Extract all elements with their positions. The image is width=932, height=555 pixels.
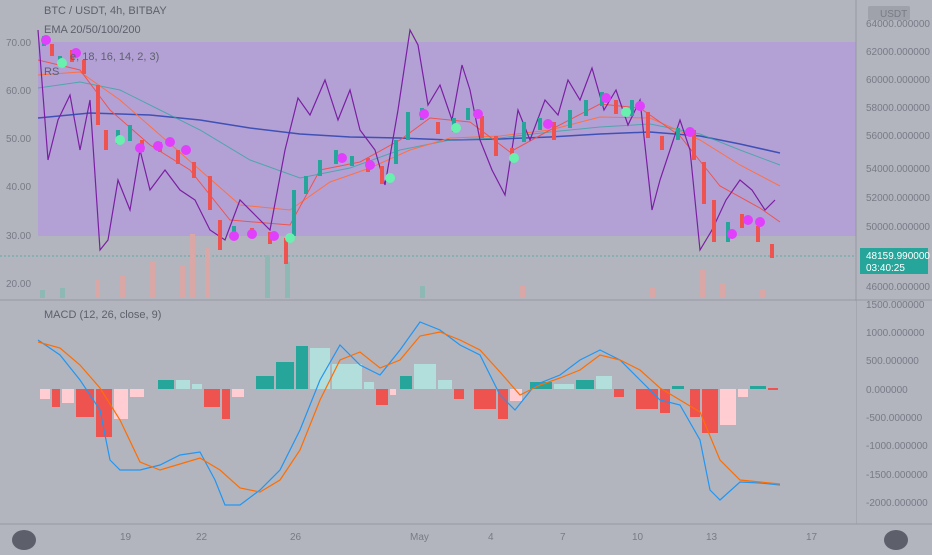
macd-tick: -2000.000000 <box>866 498 928 509</box>
currency-badge-label: USDT <box>880 9 907 20</box>
main-pane[interactable]: BTC / USDT, 4h, BITBAY EMA 20/50/100/200… <box>0 0 856 300</box>
price-scale[interactable]: USDT 64000.000000 62000.000000 60000.000… <box>855 0 932 524</box>
macd-tick: -500.000000 <box>866 413 923 424</box>
rsi-line <box>37 28 776 252</box>
macd-tick: 500.000000 <box>866 356 919 367</box>
macd-tick: -1000.000000 <box>866 441 928 452</box>
left-axis-tick: 40.00 <box>6 182 31 193</box>
macd-tick: 1500.000000 <box>866 300 925 311</box>
last-price-label <box>860 248 928 274</box>
macd-pane[interactable]: MACD (12, 26, close, 9) <box>0 300 928 524</box>
time-axis[interactable]: 19 22 26 May 4 7 10 13 17 <box>0 523 932 550</box>
last-price-value: 48159.990000 <box>866 251 930 262</box>
time-label: 19 <box>120 532 132 543</box>
left-axis-tick: 30.00 <box>6 231 31 242</box>
macd-tick: 1000.000000 <box>866 328 925 339</box>
left-axis-tick: 60.00 <box>6 86 31 97</box>
ema-100-line <box>37 81 781 179</box>
price-tick: 54000.000000 <box>866 164 930 175</box>
price-tick: 64000.000000 <box>866 19 930 30</box>
ema-legend[interactable]: EMA 20/50/100/200 <box>44 24 141 36</box>
signal-line <box>37 331 781 493</box>
rsi-legend[interactable]: RS <box>44 66 59 78</box>
symbol-title[interactable]: BTC / USDT, 4h, BITBAY <box>44 5 167 17</box>
time-label: 26 <box>290 532 302 543</box>
macd-tick: 0.000000 <box>866 385 908 396</box>
left-axis-tick: 20.00 <box>6 279 31 290</box>
price-tick: 58000.000000 <box>866 103 930 114</box>
time-label: 4 <box>488 532 494 543</box>
price-tick: 60000.000000 <box>866 75 930 86</box>
settings-icon[interactable] <box>884 530 908 550</box>
price-tick: 46000.000000 <box>866 282 930 293</box>
logo-icon[interactable] <box>12 530 36 550</box>
left-axis: 70.00 60.00 50.00 40.00 30.00 20.00 <box>6 38 31 290</box>
macd-tick: -1500.000000 <box>866 470 928 481</box>
time-label: 7 <box>560 532 566 543</box>
left-axis-tick: 70.00 <box>6 38 31 49</box>
time-label: 17 <box>806 532 818 543</box>
price-tick: 50000.000000 <box>866 222 930 233</box>
bar-countdown: 03:40:25 <box>866 263 905 274</box>
price-tick: 62000.000000 <box>866 47 930 58</box>
price-tick: 52000.000000 <box>866 193 930 204</box>
time-label: 13 <box>706 532 718 543</box>
time-label: 10 <box>632 532 644 543</box>
time-label: May <box>410 532 429 543</box>
volume-bars <box>40 234 765 298</box>
indicator-legend[interactable]: e, 18, 16, 14, 2, 3) <box>70 51 159 63</box>
signal-markers <box>41 35 765 243</box>
macd-line <box>37 321 781 506</box>
macd-legend[interactable]: MACD (12, 26, close, 9) <box>44 309 161 321</box>
left-axis-tick: 50.00 <box>6 134 31 145</box>
price-tick: 56000.000000 <box>866 131 930 142</box>
currency-badge[interactable] <box>868 6 910 20</box>
time-label: 22 <box>196 532 208 543</box>
